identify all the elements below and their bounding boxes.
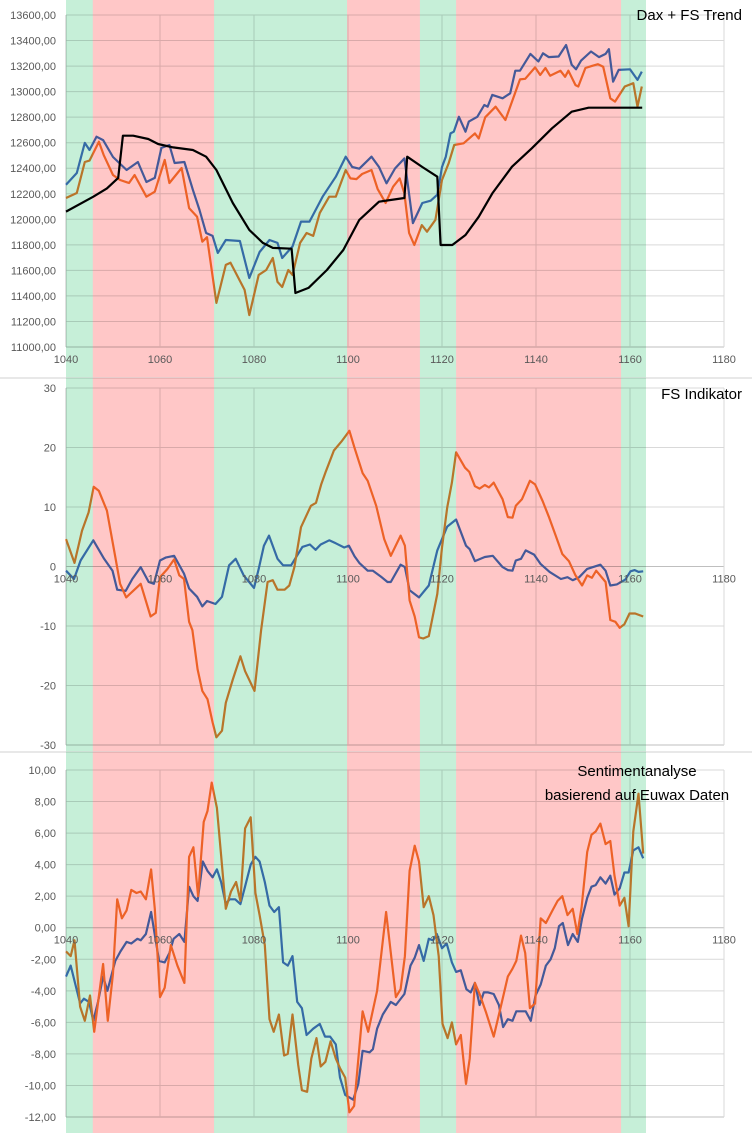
signal-band-green — [66, 0, 93, 378]
y-tick-label: 13600,00 — [10, 10, 56, 22]
signal-band-red — [92, 752, 215, 1133]
x-tick-label: 1040 — [54, 574, 78, 586]
signal-band-red — [456, 378, 622, 752]
x-tick-label: 1160 — [618, 935, 642, 947]
x-tick-label: 1180 — [712, 574, 736, 586]
signal-band-green — [214, 378, 348, 752]
y-tick-label: 13400,00 — [10, 36, 56, 48]
signal-band-red — [456, 0, 622, 378]
y-tick-label: -10,00 — [25, 1080, 56, 1092]
y-tick-label: 12000,00 — [10, 214, 56, 226]
signal-band-green — [214, 0, 348, 378]
y-tick-label: 10 — [44, 502, 56, 514]
x-tick-label: 1160 — [618, 574, 642, 586]
y-tick-label: -6,00 — [31, 1017, 56, 1029]
signal-band-green — [621, 752, 646, 1133]
x-tick-label: 1080 — [242, 574, 266, 586]
chart-panel-1: 13600,00 13400,00 13200,00 13000,00 12800,00… — [0, 0, 752, 379]
signal-band-red — [92, 378, 215, 752]
y-tick-label: 6,00 — [35, 828, 56, 840]
y-tick-label: 20 — [44, 443, 56, 455]
signal-band-green — [621, 378, 646, 752]
y-tick-label: 13000,00 — [10, 87, 56, 99]
y-tick-label: 2,00 — [35, 891, 56, 903]
y-tick-label: 12600,00 — [10, 138, 56, 150]
x-tick-label: 1180 — [712, 354, 736, 366]
x-tick-label: 1140 — [524, 574, 548, 586]
signal-band-green — [419, 0, 457, 378]
x-tick-label: 1120 — [430, 354, 454, 366]
x-tick-label: 1140 — [524, 935, 548, 947]
y-tick-label: 11400,00 — [11, 291, 56, 303]
chart-panel-2: 30 20 10 0 -10 -20 -30 1040 1060 1080 1100 1120 1140… — [0, 378, 752, 753]
y-tick-label: 13200,00 — [10, 61, 56, 73]
y-tick-label: 12800,00 — [10, 112, 56, 124]
y-tick-label: 10,00 — [28, 765, 56, 777]
y-tick-label: 11600,00 — [11, 265, 56, 277]
y-tick-label: 11000,00 — [11, 342, 56, 354]
y-tick-label: 30 — [44, 383, 56, 395]
x-tick-label: 1080 — [242, 354, 266, 366]
x-tick-label: 1120 — [430, 935, 454, 947]
y-tick-label: -10 — [40, 621, 56, 633]
y-tick-label: -20 — [40, 681, 56, 693]
x-tick-label: 1120 — [430, 574, 454, 586]
y-tick-label: -4,00 — [31, 986, 56, 998]
signal-band-green — [66, 752, 93, 1133]
signal-band-green — [214, 752, 348, 1133]
x-tick-label: 1040 — [54, 935, 78, 947]
signal-band-green — [419, 378, 457, 752]
x-tick-label: 1060 — [148, 354, 172, 366]
x-tick-label: 1100 — [336, 935, 360, 947]
y-tick-label: 8,00 — [35, 797, 56, 809]
signal-band-green — [419, 752, 457, 1133]
y-tick-label: 12200,00 — [10, 189, 56, 201]
signal-band-green — [66, 378, 93, 752]
y-tick-label: 0,00 — [35, 923, 56, 935]
y-tick-label: -12,00 — [25, 1112, 56, 1124]
chart-title: Dax + FS Trend — [637, 7, 742, 24]
y-tick-label: -2,00 — [31, 954, 56, 966]
x-tick-label: 1100 — [336, 574, 360, 586]
x-tick-label: 1080 — [242, 935, 266, 947]
x-tick-label: 1160 — [618, 354, 642, 366]
signal-band-green — [621, 0, 646, 378]
chart-title-line: basierend auf Euwax Daten — [545, 787, 729, 804]
y-tick-label: 0 — [50, 562, 56, 574]
y-tick-label: 12400,00 — [10, 163, 56, 175]
chart-title: FS Indikator — [661, 386, 742, 403]
y-tick-label: 4,00 — [35, 860, 56, 872]
chart-title-line: Sentimentanalyse — [577, 763, 696, 780]
x-tick-label: 1140 — [524, 354, 548, 366]
signal-band-red — [92, 0, 215, 378]
y-tick-label: -8,00 — [31, 1049, 56, 1061]
signal-band-red — [347, 752, 420, 1133]
x-tick-label: 1060 — [148, 935, 172, 947]
y-tick-label: -30 — [40, 740, 56, 752]
x-tick-label: 1040 — [54, 354, 78, 366]
x-tick-label: 1100 — [336, 354, 360, 366]
x-tick-label: 1180 — [712, 935, 736, 947]
signal-band-red — [347, 0, 420, 378]
y-tick-label: 11800,00 — [11, 240, 56, 252]
signal-band-red — [347, 378, 420, 752]
y-tick-label: 11200,00 — [11, 316, 56, 328]
signal-band-red — [456, 752, 622, 1133]
x-tick-label: 1060 — [148, 574, 172, 586]
chart-panel-3: 10,00 8,00 6,00 4,00 2,00 0,00 -2,00 -4,00 -6,00… — [25, 752, 736, 1133]
